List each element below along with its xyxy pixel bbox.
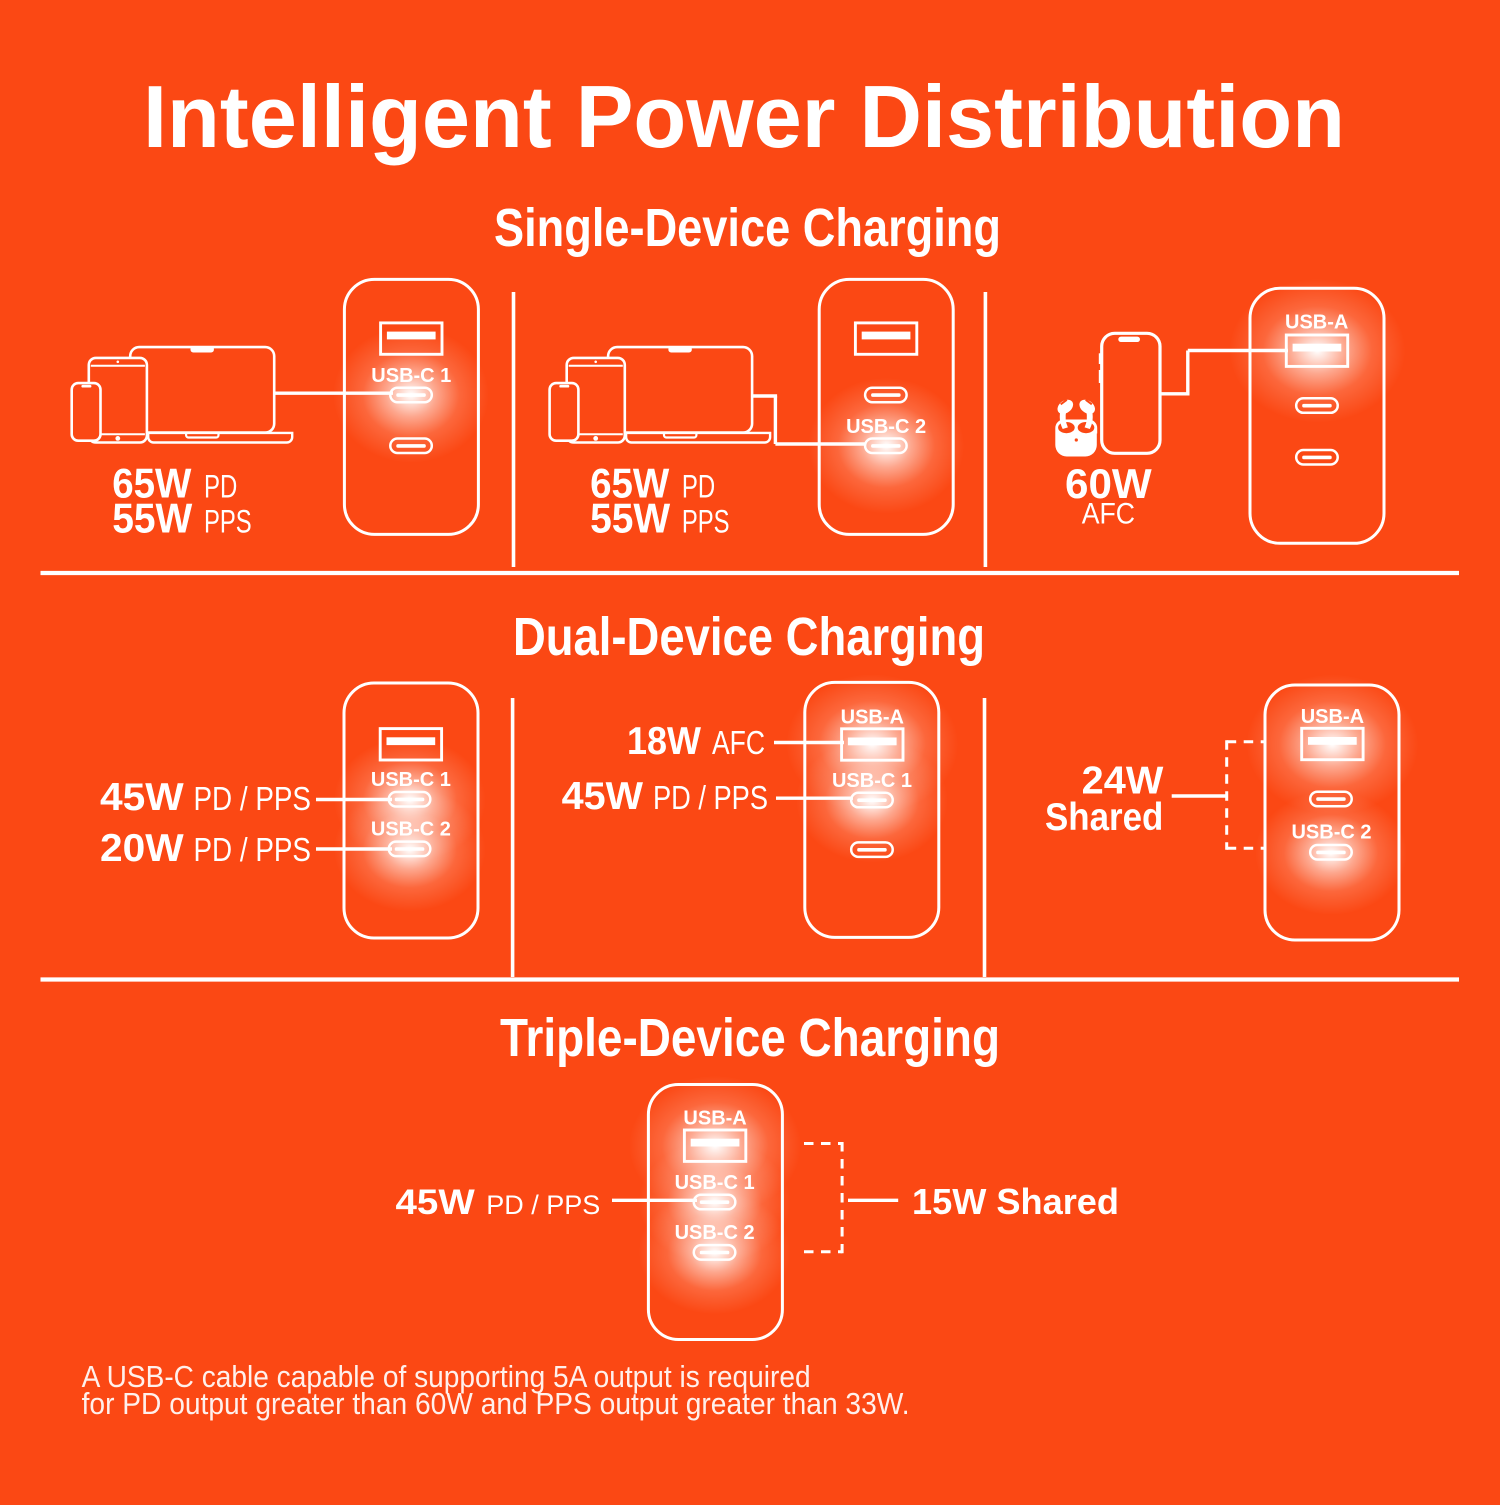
svg-text:PPS: PPS [204,503,252,540]
svg-text:USB-C 2: USB-C 2 [371,819,451,841]
svg-text:USB-A: USB-A [1285,311,1348,333]
svg-text:45W: 45W [100,776,184,819]
svg-text:USB-C 1: USB-C 1 [371,365,451,387]
svg-text:USB-C 2: USB-C 2 [675,1222,755,1244]
svg-text:USB-C 2: USB-C 2 [846,416,926,438]
svg-text:AFC: AFC [1082,497,1135,530]
svg-text:PD / PPS: PD / PPS [194,780,312,817]
svg-text:A USB-C cable capable of suppo: A USB-C cable capable of supporting 5A o… [82,1359,811,1394]
svg-text:PPS: PPS [682,503,730,540]
svg-text:Single-Device Charging: Single-Device Charging [494,198,1001,258]
svg-text:Dual-Device Charging: Dual-Device Charging [513,607,985,667]
svg-text:for PD output greater than 60W: for PD output greater than 60W and PPS o… [82,1386,910,1421]
svg-text:USB-C 1: USB-C 1 [371,769,451,791]
svg-text:60W: 60W [1065,460,1153,507]
svg-text:USB-A: USB-A [1301,706,1364,728]
svg-text:45W: 45W [562,775,644,818]
svg-text:Shared: Shared [1045,796,1163,839]
svg-text:PD / PPS: PD / PPS [653,779,768,816]
svg-text:PD / PPS: PD / PPS [194,831,312,868]
svg-text:20W: 20W [100,827,184,870]
svg-text:PD: PD [204,467,237,504]
svg-text:USB-C 1: USB-C 1 [832,770,912,792]
svg-text:24W: 24W [1082,759,1164,802]
svg-text:18W: 18W [627,720,701,763]
svg-text:USB-C 2: USB-C 2 [1291,822,1371,844]
svg-text:PD: PD [682,467,715,504]
svg-text:USB-A: USB-A [683,1107,746,1129]
svg-text:65W: 65W [112,459,192,506]
svg-text:65W: 65W [590,459,670,506]
svg-text:Triple-Device Charging: Triple-Device Charging [500,1008,1000,1068]
svg-text:USB-C 1: USB-C 1 [675,1172,755,1194]
svg-text:15W Shared: 15W Shared [912,1181,1119,1222]
svg-text:USB-A: USB-A [841,707,904,729]
svg-text:45W: 45W [396,1183,475,1222]
svg-text:55W: 55W [112,495,193,542]
svg-text:PD / PPS: PD / PPS [486,1190,600,1220]
svg-text:55W: 55W [590,495,671,542]
svg-text:AFC: AFC [712,724,765,761]
svg-text:Intelligent Power Distribution: Intelligent Power Distribution [143,67,1345,166]
